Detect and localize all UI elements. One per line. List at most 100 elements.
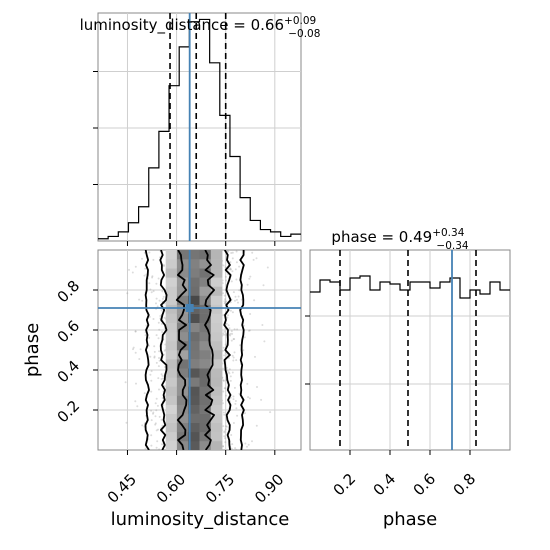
sample-point [158, 388, 160, 391]
sample-point [236, 414, 239, 417]
sample-point [243, 336, 246, 339]
sample-point [236, 328, 239, 331]
density-cell [188, 422, 200, 433]
sample-point [138, 358, 141, 360]
sample-point [154, 423, 157, 426]
sample-point [158, 350, 161, 353]
sample-point [246, 445, 248, 448]
sample-point [156, 305, 159, 308]
sample-point [230, 447, 233, 450]
contour-line [223, 250, 232, 450]
contour-line [175, 250, 188, 450]
density-cell [176, 277, 189, 287]
sample-point [253, 299, 256, 302]
sample-point [228, 368, 231, 371]
density-cell [165, 277, 178, 287]
sample-point [134, 330, 137, 333]
density-cell [165, 440, 178, 450]
sample-point [132, 348, 134, 351]
density-cell [210, 386, 223, 396]
sample-point [156, 440, 159, 443]
sample-point [231, 443, 234, 446]
density-cell [199, 386, 212, 396]
sample-point [144, 447, 147, 450]
sample-point [153, 355, 156, 358]
density-cell [165, 250, 178, 260]
density-cell [210, 331, 223, 342]
density-cell [176, 304, 189, 314]
sample-point [223, 431, 226, 434]
sample-point [223, 413, 226, 416]
density-cell [176, 250, 189, 260]
sample-point [269, 411, 272, 414]
sample-point [247, 396, 250, 399]
density-cell [188, 277, 200, 287]
sample-point [150, 390, 153, 393]
density-fill [165, 250, 223, 450]
density-cell [188, 286, 200, 296]
sample-point [230, 339, 233, 342]
density-cell [188, 413, 200, 423]
density-cell [199, 340, 212, 351]
sample-point [152, 290, 155, 293]
sample-point [131, 271, 134, 274]
density-cell [176, 268, 189, 278]
sample-point [239, 344, 242, 347]
density-cell [188, 431, 200, 442]
sample-point [162, 295, 165, 298]
sample-point [230, 434, 233, 436]
sample-point [135, 382, 137, 385]
sample-point [155, 446, 158, 449]
density-cell [176, 313, 189, 323]
sample-point [152, 411, 155, 414]
sample-point [150, 379, 153, 382]
sample-point [224, 302, 227, 304]
sample-point [232, 395, 235, 398]
sample-point [223, 430, 226, 433]
sample-point [233, 386, 236, 389]
density-cell [188, 377, 200, 387]
density-cell [165, 322, 178, 333]
sample-point [139, 348, 142, 351]
density-cell [188, 350, 200, 360]
sample-point [153, 345, 156, 348]
density-cell [188, 304, 200, 314]
sample-point [231, 371, 234, 374]
sample-point [227, 324, 230, 327]
sample-point [246, 283, 249, 286]
sample-point [234, 299, 236, 302]
sample-point [225, 394, 228, 397]
truth-marker [185, 304, 194, 312]
density-cell [199, 440, 212, 450]
sample-point [234, 295, 237, 298]
sample-point [150, 444, 153, 447]
sample-point [157, 321, 160, 324]
sample-point [222, 292, 224, 295]
sample-point [154, 422, 157, 425]
sample-point [229, 267, 232, 270]
density-cell [165, 395, 178, 405]
sample-point [160, 309, 163, 312]
x-tick-label: 0.6 [410, 470, 440, 500]
density-cell [165, 413, 178, 423]
sample-point [223, 302, 226, 305]
density-cell [176, 377, 189, 387]
density-cell [199, 268, 212, 278]
sample-point [231, 257, 234, 260]
sample-point [235, 261, 238, 264]
density-cell [165, 377, 178, 387]
sample-point [261, 324, 264, 326]
density-cell [210, 395, 223, 405]
sample-point [222, 264, 225, 267]
density-cell [210, 422, 223, 433]
sample-point [158, 357, 160, 359]
contour-line [159, 250, 168, 450]
sample-point [225, 322, 228, 325]
sample-point [223, 333, 226, 336]
density-cell [188, 395, 200, 405]
sample-point [233, 328, 236, 331]
sample-point [231, 332, 234, 335]
sample-point [163, 265, 165, 267]
sample-point [160, 378, 163, 380]
sample-point [160, 322, 163, 325]
